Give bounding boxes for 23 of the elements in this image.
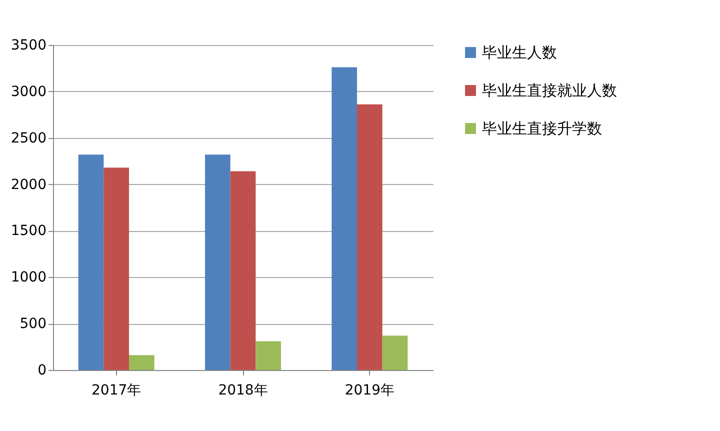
bar <box>78 154 104 370</box>
legend-label: 毕业生人数 <box>482 44 557 62</box>
bar <box>332 67 357 370</box>
legend-label: 毕业生直接就业人数 <box>482 82 617 100</box>
bar <box>205 154 230 370</box>
x-tick-label: 2017年 <box>92 382 142 398</box>
y-tick-label: 2000 <box>10 176 46 193</box>
bar <box>104 168 129 370</box>
bar <box>382 336 408 370</box>
bar <box>129 355 154 370</box>
y-tick-label: 2500 <box>10 130 46 146</box>
bar <box>357 104 382 370</box>
y-tick-label: 3000 <box>10 84 46 100</box>
y-tick-label: 0 <box>38 362 46 378</box>
bar <box>256 341 281 370</box>
x-tick-label: 2018年 <box>218 382 268 398</box>
y-tick-label: 500 <box>20 316 46 332</box>
legend-label: 毕业生直接升学数 <box>482 120 602 138</box>
x-tick-label: 2019年 <box>344 382 394 398</box>
y-tick-label: 3500 <box>10 38 46 54</box>
bar <box>230 171 256 370</box>
y-tick-label: 1000 <box>10 270 46 286</box>
y-tick-label: 1500 <box>10 223 46 240</box>
